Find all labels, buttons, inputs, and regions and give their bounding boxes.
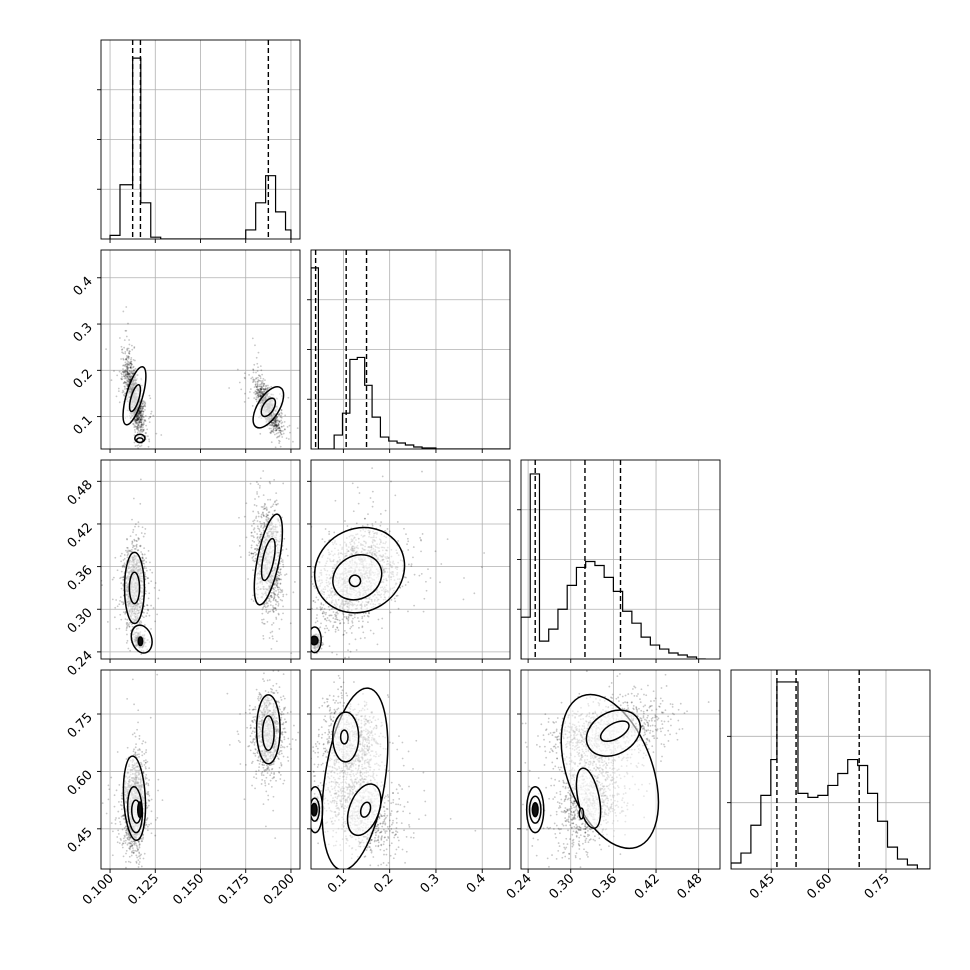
scatter-panel-2-0: 0.24 0.30 0.36 0.42 0.48	[65, 459, 301, 679]
x-tick-label: 0.60	[804, 871, 835, 902]
hist-panel-2	[517, 459, 721, 663]
contour-line	[599, 720, 630, 743]
y-tick-label: 0.75	[65, 710, 96, 741]
y-tick-label: 0.30	[65, 605, 96, 636]
panel-frame	[310, 249, 511, 450]
y-tick-label: 0.24	[65, 648, 96, 679]
x-tick-label: 0.150	[170, 871, 207, 908]
histogram-step	[311, 267, 510, 449]
density-peak	[137, 636, 144, 647]
scatter-panel-1-0: 0.1 0.2 0.3 0.4	[71, 249, 301, 453]
x-tick-label: 0.175	[216, 871, 253, 908]
histogram-step	[521, 473, 706, 659]
y-tick-label: 0.48	[65, 478, 96, 509]
x-tick-label: 0.30	[546, 871, 577, 902]
contour-line	[128, 383, 142, 413]
x-tick-label: 0.4	[464, 871, 489, 896]
histogram-step	[731, 681, 930, 869]
hist-panel-3: 0.45 0.60 0.75	[727, 669, 931, 902]
y-tick-label: 0.36	[65, 563, 96, 594]
density-peak	[311, 802, 318, 817]
x-tick-label: 0.48	[674, 871, 705, 902]
y-tick-label: 0.4	[71, 274, 96, 299]
contour-line	[135, 437, 144, 444]
hist-panel-0	[97, 39, 301, 243]
panel-frame	[730, 669, 931, 870]
contours	[525, 693, 660, 850]
contours	[123, 513, 284, 654]
y-tick-label: 0.1	[71, 413, 96, 438]
hist-panel-1	[307, 249, 511, 453]
x-tick-label: 0.36	[589, 871, 620, 902]
contours	[311, 526, 406, 654]
contour-line	[359, 801, 372, 818]
x-tick-label: 0.100	[80, 871, 117, 908]
contour-line	[260, 397, 277, 418]
x-tick-label: 0.1	[325, 871, 350, 896]
density-peak	[311, 635, 319, 646]
contours	[311, 687, 389, 869]
x-tick-label: 0.2	[371, 871, 396, 896]
density-peak	[531, 802, 539, 818]
x-tick-label: 0.45	[747, 871, 778, 902]
panel-frame	[100, 459, 301, 660]
panel-frame	[100, 669, 301, 870]
contour-line	[348, 574, 362, 588]
contour-line	[261, 715, 275, 752]
x-tick-label: 0.24	[504, 871, 535, 902]
histogram-step	[109, 57, 292, 239]
contour-line	[260, 537, 276, 582]
x-tick-label: 0.75	[862, 871, 893, 902]
scatter-panel-3-0: 0.100 0.125 0.150 0.175 0.200 0.45 0.60 0.75	[65, 669, 301, 908]
contours	[122, 694, 281, 841]
x-tick-label: 0.3	[418, 871, 443, 896]
contours	[122, 366, 285, 444]
density-peak	[136, 801, 143, 819]
y-tick-label: 0.3	[71, 320, 96, 345]
y-tick-label: 0.60	[65, 768, 96, 799]
x-tick-label: 0.125	[125, 871, 162, 908]
contour-line	[321, 687, 389, 869]
scatter-panel-2-1	[307, 459, 511, 663]
contour-line	[128, 571, 141, 605]
y-tick-label: 0.42	[65, 520, 96, 551]
scatter-panel-3-1: 0.1 0.2 0.3 0.4	[307, 669, 511, 896]
y-tick-label: 0.45	[65, 825, 96, 856]
x-tick-label: 0.200	[261, 871, 298, 908]
scatter-panel-3-2: 0.24 0.30 0.36 0.42 0.48	[504, 669, 721, 902]
x-tick-label: 0.42	[632, 871, 663, 902]
panel-frame	[100, 39, 301, 240]
panel-frame	[310, 459, 511, 660]
contour-line	[578, 807, 585, 820]
panel-frame	[520, 459, 721, 660]
panel-frame	[100, 249, 301, 450]
y-tick-label: 0.2	[71, 367, 96, 392]
panel-frame	[310, 669, 511, 870]
panel-frame	[520, 669, 721, 870]
contour-line	[339, 729, 349, 745]
